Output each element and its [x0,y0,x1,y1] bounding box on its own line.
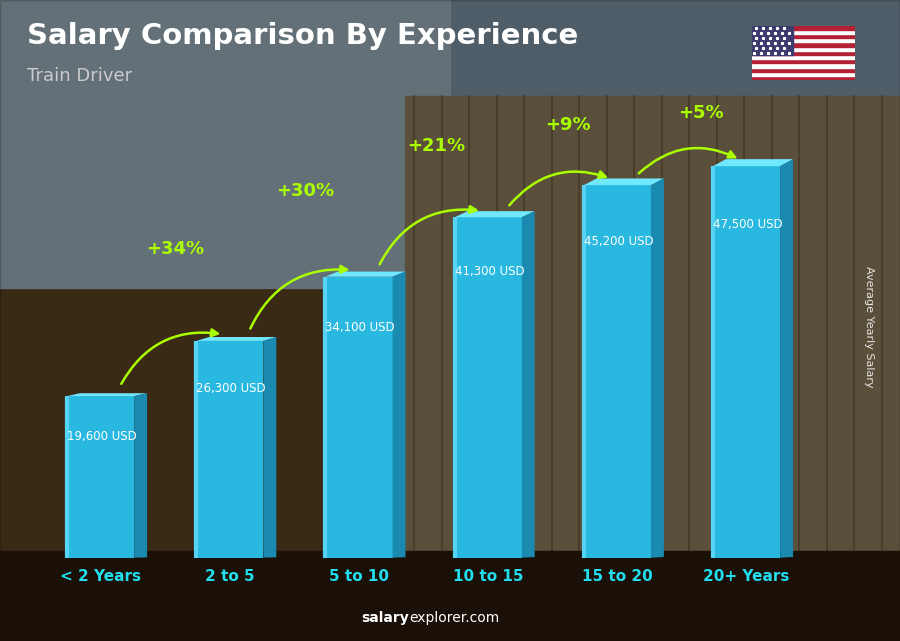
Polygon shape [392,272,406,558]
FancyBboxPatch shape [454,217,522,558]
Text: Salary Comparison By Experience: Salary Comparison By Experience [27,22,578,51]
Bar [405,96,900,577]
FancyBboxPatch shape [326,277,392,558]
Polygon shape [651,178,664,558]
Bar [752,51,855,55]
Text: +9%: +9% [545,116,591,134]
FancyBboxPatch shape [713,166,780,558]
Polygon shape [780,159,793,558]
Bar [752,72,855,76]
Bar [752,76,855,80]
Bar [752,42,855,47]
Bar [0,0,900,256]
Bar [0,551,900,641]
Polygon shape [196,337,276,341]
Polygon shape [713,159,793,166]
Bar [752,59,855,63]
Text: +21%: +21% [408,137,465,154]
Polygon shape [522,211,535,558]
Bar [752,55,855,59]
FancyBboxPatch shape [584,185,651,558]
Polygon shape [326,272,406,277]
Bar [752,38,855,42]
Bar [752,26,793,55]
FancyBboxPatch shape [67,396,134,558]
Text: Train Driver: Train Driver [27,67,132,85]
Text: Average Yearly Salary: Average Yearly Salary [863,266,874,388]
Polygon shape [454,211,535,217]
Bar [752,26,855,30]
Polygon shape [134,393,147,558]
Text: 47,500 USD: 47,500 USD [713,219,783,231]
Bar [752,67,855,72]
Text: 26,300 USD: 26,300 USD [196,382,266,395]
Bar [0,0,450,288]
Bar [752,47,855,51]
Text: 45,200 USD: 45,200 USD [584,235,653,247]
Text: 41,300 USD: 41,300 USD [454,265,524,278]
Polygon shape [67,393,147,396]
Text: +30%: +30% [275,182,334,200]
Polygon shape [584,178,664,185]
Bar [0,256,450,641]
Text: salary: salary [362,611,410,625]
Text: 34,100 USD: 34,100 USD [326,320,395,334]
Text: +5%: +5% [679,104,725,122]
Text: explorer.com: explorer.com [410,611,500,625]
Bar [752,34,855,38]
Bar [752,63,855,67]
FancyBboxPatch shape [196,341,264,558]
Polygon shape [264,337,276,558]
Bar [752,30,855,34]
Text: 19,600 USD: 19,600 USD [67,430,137,443]
Text: +34%: +34% [147,240,204,258]
